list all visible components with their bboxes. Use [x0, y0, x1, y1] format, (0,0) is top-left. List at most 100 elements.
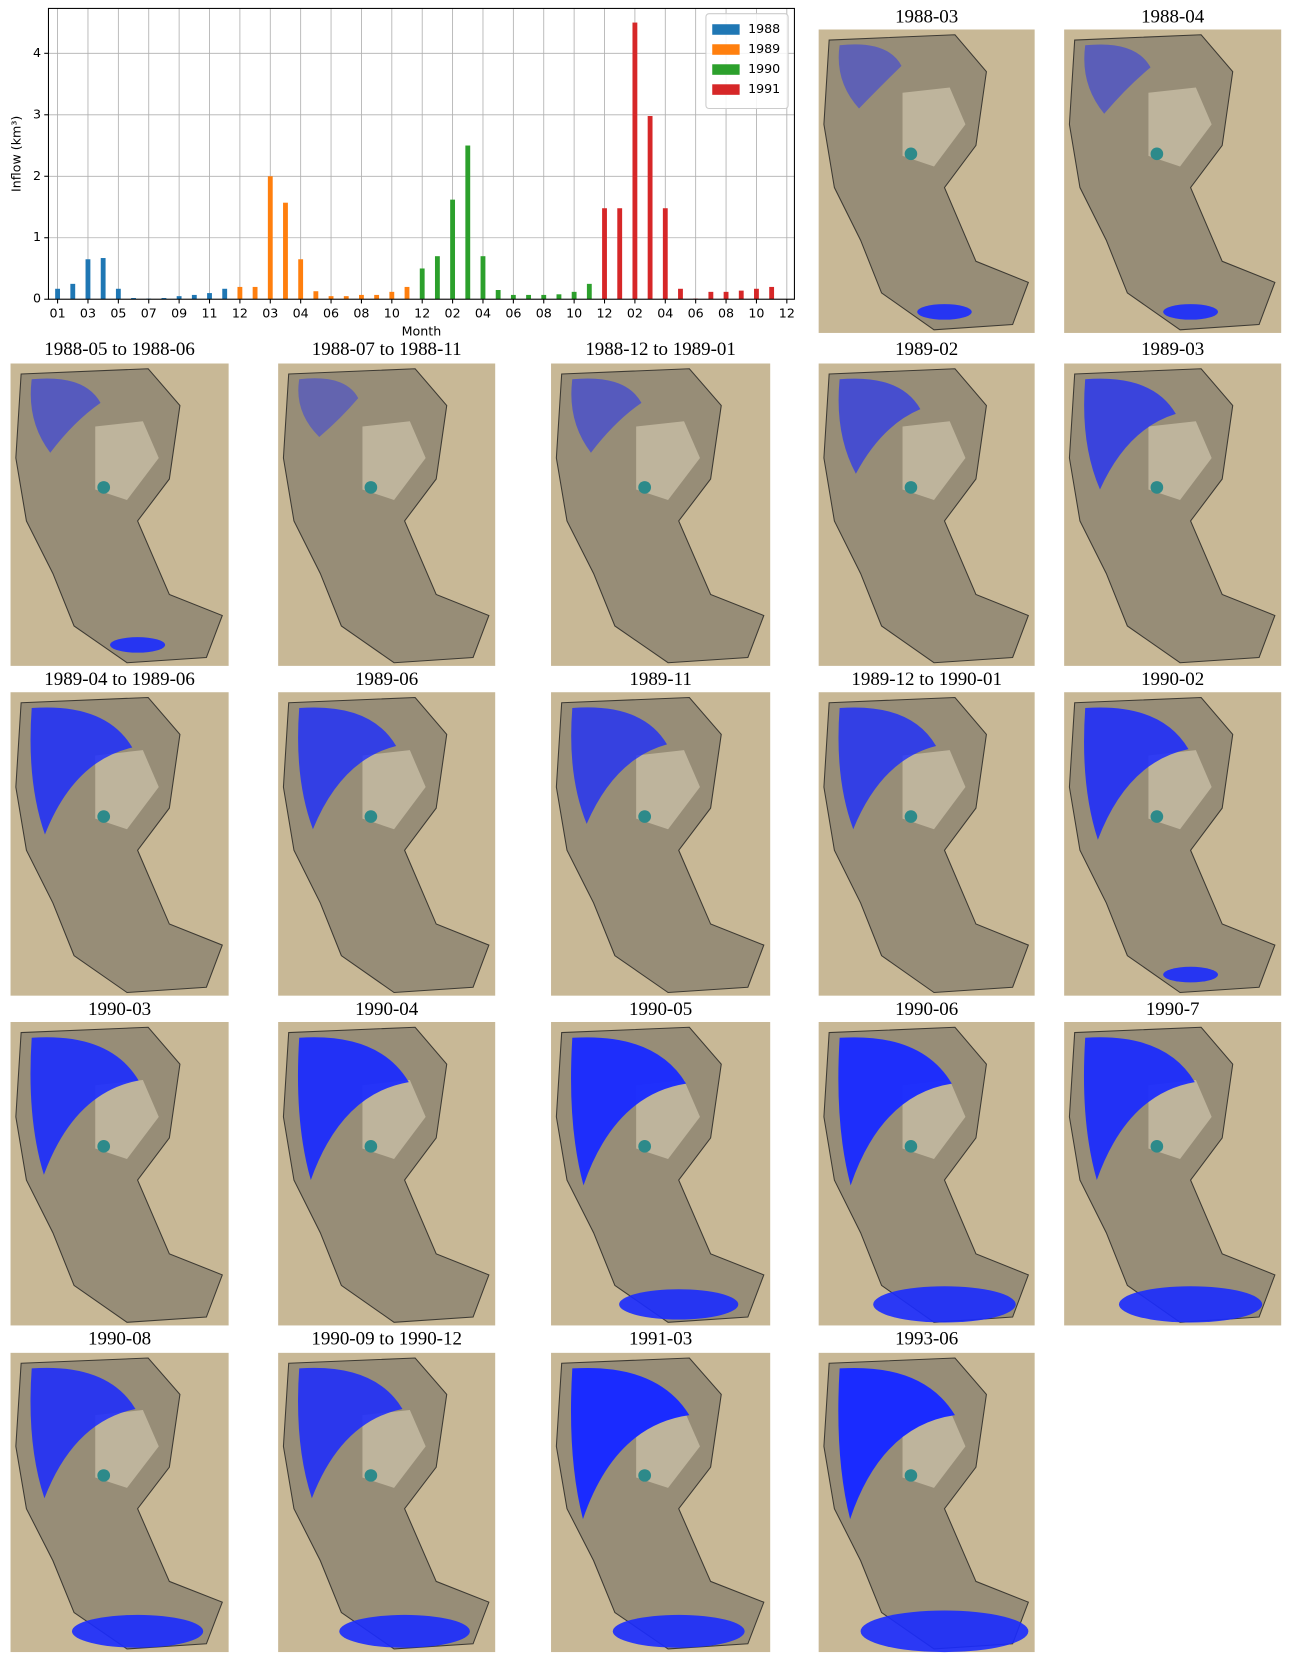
- panel-title: 1990-03: [88, 999, 151, 1020]
- reservoir: [97, 1469, 110, 1481]
- water-south: [72, 1615, 203, 1648]
- water-south: [619, 1289, 738, 1319]
- water-south: [1119, 1286, 1262, 1322]
- x-tick-label: 04: [657, 305, 673, 320]
- map-panel: [551, 1022, 770, 1325]
- water-south: [339, 1615, 470, 1648]
- reservoir: [1151, 810, 1164, 823]
- bar: [435, 256, 440, 299]
- bar: [237, 287, 242, 299]
- x-tick-label: 06: [323, 305, 339, 320]
- x-tick-label: 03: [80, 305, 96, 320]
- legend-swatch: [712, 44, 739, 55]
- map-panel: [551, 1353, 770, 1652]
- bar: [511, 295, 516, 299]
- water-south: [873, 1286, 1016, 1322]
- y-tick-label: 3: [33, 106, 41, 121]
- x-tick-label: 11: [201, 305, 217, 320]
- x-tick-label: 08: [353, 305, 369, 320]
- x-tick-label: 07: [141, 305, 157, 320]
- reservoir: [638, 1469, 651, 1481]
- bar: [55, 289, 60, 299]
- panel-title: 1988-05 to 1988-06: [44, 339, 195, 360]
- y-axis-label: Inflow (km³): [8, 116, 23, 192]
- x-tick-label: 01: [50, 305, 66, 320]
- plot-frame: [48, 8, 794, 299]
- panel-title: 1988-12 to 1989-01: [585, 339, 736, 360]
- x-tick-label: 10: [384, 305, 400, 320]
- bar: [207, 293, 212, 299]
- bar: [298, 259, 303, 299]
- panel-title: 1993-06: [895, 1329, 958, 1350]
- bar: [405, 287, 410, 299]
- legend-label: 1990: [748, 61, 780, 76]
- bar: [374, 295, 379, 299]
- map-panel: [11, 1022, 229, 1325]
- bar: [724, 292, 729, 299]
- y-tick-label: 1: [33, 229, 41, 244]
- panel-title: 1990-09 to 1990-12: [311, 1329, 462, 1350]
- reservoir: [638, 1140, 651, 1153]
- bar: [632, 23, 637, 300]
- bar: [101, 258, 106, 299]
- x-tick-label: 03: [262, 305, 278, 320]
- bar: [465, 146, 470, 300]
- x-axis-label: Month: [402, 323, 442, 338]
- reservoir: [365, 481, 378, 494]
- x-tick-label: 02: [445, 305, 461, 320]
- figure: Month Inflow (km³) 010305070911120304060…: [0, 0, 1297, 1667]
- y-tick-label: 2: [33, 168, 41, 183]
- x-tick-label: 06: [688, 305, 704, 320]
- reservoir: [638, 481, 651, 494]
- panel-title: 1990-7: [1146, 999, 1200, 1020]
- map-panel: [11, 1353, 229, 1652]
- bar: [420, 268, 425, 299]
- map-panel: [11, 363, 229, 665]
- water-south: [1163, 304, 1218, 320]
- reservoir: [97, 481, 110, 494]
- bar: [192, 295, 197, 299]
- reservoir: [905, 148, 918, 161]
- map-panel: [1064, 30, 1281, 333]
- bar: [572, 292, 577, 299]
- bar: [253, 287, 258, 299]
- panel-title: 1990-05: [629, 999, 692, 1020]
- bar: [283, 203, 288, 300]
- x-tick-label: 12: [596, 305, 612, 320]
- reservoir: [365, 1469, 378, 1481]
- legend-label: 1991: [748, 81, 780, 96]
- reservoir: [97, 1140, 110, 1153]
- map-panel: [819, 692, 1035, 995]
- map-panel: [819, 30, 1035, 333]
- water-south: [613, 1615, 745, 1648]
- legend-swatch: [712, 84, 739, 95]
- reservoir: [905, 481, 918, 494]
- x-tick-label: 08: [718, 305, 734, 320]
- bar: [587, 284, 592, 299]
- legend-swatch: [712, 64, 739, 75]
- map-panel: [819, 1353, 1035, 1652]
- map-panel: [278, 692, 495, 995]
- reservoir: [97, 810, 110, 823]
- map-panel: [278, 1353, 495, 1652]
- bar: [450, 200, 455, 300]
- panel-title: 1989-03: [1141, 339, 1204, 360]
- bar: [602, 208, 607, 299]
- bar: [557, 294, 562, 299]
- bar: [70, 284, 75, 299]
- bar: [86, 259, 91, 299]
- map-panel: [11, 692, 229, 995]
- reservoir: [365, 1140, 378, 1153]
- x-tick-label: 12: [232, 305, 248, 320]
- reservoir: [905, 1140, 918, 1153]
- panel-title: 1990-06: [895, 999, 958, 1020]
- bar: [222, 289, 227, 299]
- panel-title: 1991-03: [629, 1329, 692, 1350]
- bar: [769, 287, 774, 299]
- x-tick-label: 12: [414, 305, 430, 320]
- reservoir: [1151, 1140, 1164, 1153]
- x-tick-label: 10: [748, 305, 764, 320]
- bar: [648, 116, 653, 299]
- bar: [617, 208, 622, 299]
- bar: [313, 291, 318, 299]
